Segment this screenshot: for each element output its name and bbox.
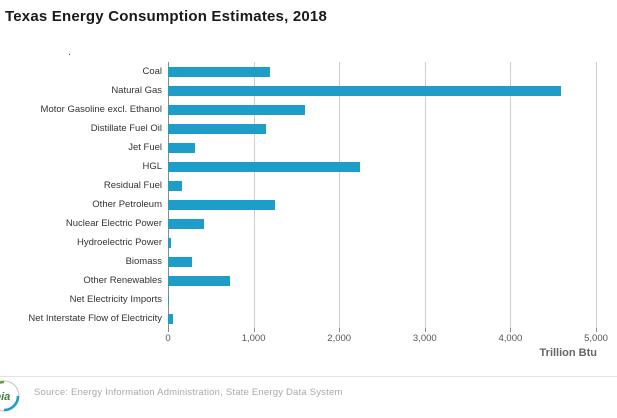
- category-label: Net Interstate Flow of Electricity: [28, 313, 162, 324]
- eia-logo-text: eia: [0, 391, 10, 403]
- bar-row: Net Electricity Imports: [0, 290, 596, 309]
- eia-logo: eia: [0, 379, 34, 418]
- bars-area: Coal Natural Gas Motor Gasoline excl. Etha…: [0, 62, 596, 328]
- category-label: Other Petroleum: [92, 199, 162, 210]
- category-label: Jet Fuel: [128, 142, 162, 153]
- bar-track: [168, 275, 596, 286]
- bar: [168, 123, 266, 134]
- x-tick-label: 5,000: [584, 333, 608, 344]
- bar: [168, 256, 192, 267]
- bar: [168, 294, 170, 305]
- category-label: Biomass: [125, 256, 162, 267]
- category-label: HGL: [142, 161, 162, 172]
- bar-track: [168, 313, 596, 324]
- stray-dot: .: [68, 46, 72, 58]
- y-axis-line: [168, 62, 169, 328]
- bar-row: Distillate Fuel Oil: [0, 119, 596, 138]
- bar-row: Coal: [0, 62, 596, 81]
- bar: [168, 313, 174, 324]
- bar: [168, 180, 183, 191]
- bar-row: Nuclear Electric Power: [0, 214, 596, 233]
- footer: eia Source: Energy Information Administr…: [0, 376, 617, 412]
- x-tick-label: 4,000: [498, 333, 523, 344]
- bar-row: Residual Fuel: [0, 176, 596, 195]
- category-label: Natural Gas: [111, 85, 162, 96]
- bar-row: Other Petroleum: [0, 195, 596, 214]
- bar: [168, 199, 275, 210]
- bar: [168, 237, 171, 248]
- category-label: Net Electricity Imports: [69, 294, 162, 305]
- category-label: Motor Gasoline excl. Ethanol: [40, 104, 162, 115]
- tick-mark: [339, 328, 341, 332]
- bar-row: Other Renewables: [0, 271, 596, 290]
- bar-track: [168, 180, 596, 191]
- bar: [168, 161, 361, 172]
- bar-track: [168, 294, 596, 305]
- x-tick-label: 3,000: [412, 333, 437, 344]
- category-label: Other Renewables: [83, 275, 162, 286]
- bar-track: [168, 256, 596, 267]
- bar: [168, 85, 561, 96]
- bar-track: [168, 142, 596, 153]
- bar-track: [168, 104, 596, 115]
- bar-row: HGL: [0, 157, 596, 176]
- bar-row: Jet Fuel: [0, 138, 596, 157]
- x-axis-tick-labels: 0 1,000 2,000 3,000 4,000 5,000: [165, 333, 608, 345]
- gridline: [339, 62, 341, 328]
- x-tick-label: 1,000: [241, 333, 266, 344]
- bar-row: Motor Gasoline excl. Ethanol: [0, 100, 596, 119]
- bar-row: Net Interstate Flow of Electricity: [0, 309, 596, 328]
- x-tick-label: 0: [165, 333, 171, 344]
- bar-track: [168, 123, 596, 134]
- category-label: Distillate Fuel Oil: [90, 123, 162, 134]
- category-label: Nuclear Electric Power: [65, 218, 162, 229]
- tick-mark: [424, 328, 426, 332]
- bar-track: [168, 161, 596, 172]
- plot-grid: [168, 62, 597, 332]
- gridline: [596, 62, 597, 328]
- tick-mark: [168, 328, 169, 332]
- x-tick-label: 2,000: [327, 333, 352, 344]
- bar: [168, 66, 270, 77]
- gridline: [253, 62, 255, 328]
- bar-track: [168, 85, 596, 96]
- chart-title: Texas Energy Consumption Estimates, 2018: [5, 8, 327, 25]
- bar: [168, 142, 195, 153]
- category-label: Residual Fuel: [103, 180, 162, 191]
- bar-track: [168, 218, 596, 229]
- gridline: [510, 62, 512, 328]
- bar: [168, 104, 305, 115]
- bar-row: Biomass: [0, 252, 596, 271]
- bar: [168, 218, 204, 229]
- x-axis-title: Trillion Btu: [539, 347, 597, 359]
- bar-track: [168, 66, 596, 77]
- bar: [168, 275, 231, 286]
- category-label: Hydroelectric Power: [77, 237, 162, 248]
- bar-row: Hydroelectric Power: [0, 233, 596, 252]
- tick-mark: [596, 328, 597, 332]
- category-label: Coal: [142, 66, 162, 77]
- bar-track: [168, 199, 596, 210]
- tick-mark: [510, 328, 512, 332]
- gridline: [424, 62, 426, 328]
- bar-track: [168, 237, 596, 248]
- bar-row: Natural Gas: [0, 81, 596, 100]
- tick-mark: [253, 328, 255, 332]
- source-text: Source: Energy Information Administratio…: [34, 387, 343, 398]
